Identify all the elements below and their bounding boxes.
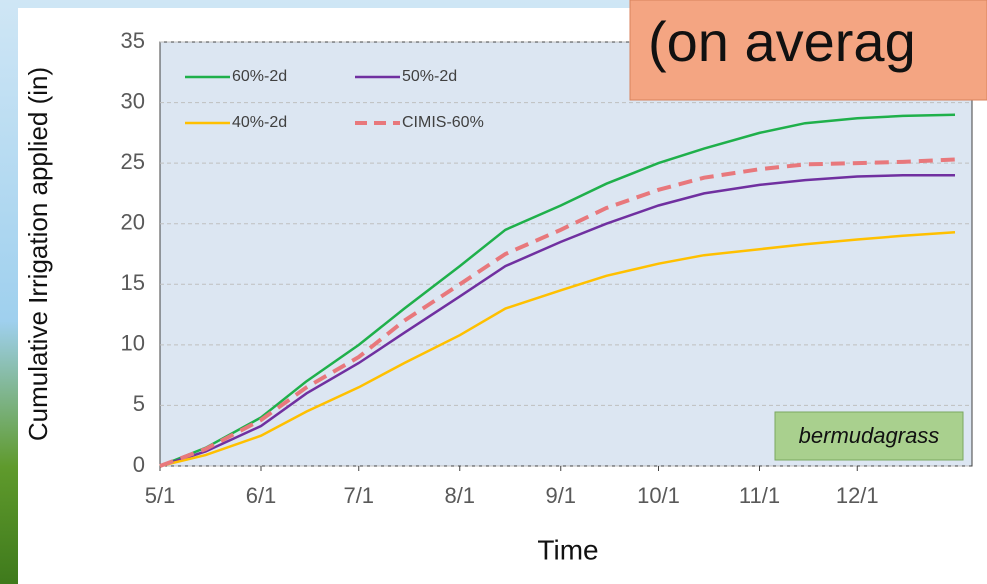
plot-area bbox=[159, 41, 973, 467]
banner-text: (on averag bbox=[648, 10, 916, 73]
y-tick-label: 25 bbox=[121, 149, 145, 174]
x-tick-label: 10/1 bbox=[637, 483, 680, 508]
x-axis-label: Time bbox=[537, 534, 598, 565]
x-tick-label: 11/1 bbox=[739, 483, 780, 508]
series-line bbox=[159, 174, 955, 468]
y-tick-label: 0 bbox=[133, 452, 145, 477]
x-tick-label: 12/1 bbox=[836, 483, 879, 508]
x-tick-label: 9/1 bbox=[545, 483, 576, 508]
x-tick-label: 7/1 bbox=[343, 483, 374, 508]
y-axis-label: Cumulative Irrigation applied (in) bbox=[23, 67, 53, 441]
legend-label: 50%-2d bbox=[402, 68, 457, 85]
annotation: bermudagrass bbox=[799, 423, 940, 448]
y-tick-label: 10 bbox=[121, 331, 145, 356]
y-tick-label: 5 bbox=[133, 391, 145, 416]
series-line bbox=[159, 113, 956, 468]
x-tick-label: 6/1 bbox=[246, 483, 277, 508]
series-line bbox=[159, 230, 956, 468]
y-tick-label: 35 bbox=[121, 28, 145, 53]
x-tick-label: 5/1 bbox=[145, 483, 176, 508]
legend-label: 60%-2d bbox=[232, 68, 287, 85]
y-tick-label: 15 bbox=[121, 270, 145, 295]
x-tick-label: 8/1 bbox=[444, 483, 475, 508]
banner-box bbox=[629, 0, 987, 101]
annotation-box bbox=[774, 411, 964, 461]
legend-label: CIMIS-60% bbox=[402, 114, 484, 131]
y-tick-label: 30 bbox=[121, 88, 145, 113]
series-line bbox=[159, 157, 956, 468]
legend-label: 40%-2d bbox=[232, 114, 287, 131]
y-tick-label: 20 bbox=[121, 210, 145, 235]
